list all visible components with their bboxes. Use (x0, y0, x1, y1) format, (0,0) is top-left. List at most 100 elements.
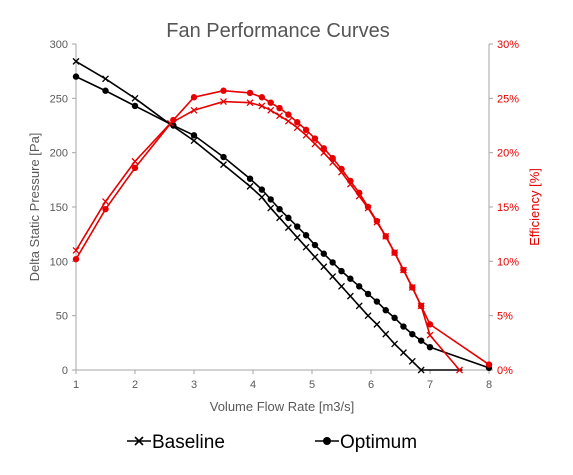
legend: Baseline Optimum (127, 432, 417, 453)
x-tick-label: 4 (250, 379, 256, 391)
series-efficiency-baseline (72, 98, 463, 374)
y2-tick-label: 30% (497, 39, 519, 51)
data-point (399, 349, 407, 357)
x-tick-label: 1 (73, 379, 79, 391)
data-point (170, 116, 177, 124)
data-point (284, 224, 292, 232)
data-point (373, 217, 381, 225)
data-point (131, 157, 139, 165)
data-point (102, 205, 109, 213)
data-point (456, 366, 463, 374)
series-pressure-optimum (72, 73, 493, 372)
data-point (284, 117, 292, 125)
data-point (302, 243, 310, 251)
y-axis-ticks: 0 50 100 150 200 250 300 (50, 39, 76, 377)
data-point (102, 198, 109, 206)
data-point (346, 292, 354, 300)
data-point (246, 175, 254, 182)
chart-title: Fan Performance Curves (166, 20, 389, 42)
y-tick-label: 0 (62, 365, 68, 377)
y-tick-label: 200 (50, 148, 68, 160)
series-pressure-baseline (72, 57, 463, 374)
data-point (391, 340, 399, 348)
data-point (302, 232, 310, 239)
data-point (311, 241, 319, 249)
data-point (131, 94, 139, 102)
y2-axis-ticks: 0% 5% 10% 15% 20% 25% 30% (489, 39, 519, 377)
data-point (258, 94, 266, 101)
legend-item-optimum: Optimum (315, 432, 417, 453)
data-point (294, 119, 301, 126)
series-line (75, 100, 461, 371)
series-line (75, 75, 490, 369)
data-point (102, 87, 109, 94)
data-point (102, 75, 109, 83)
data-point (338, 282, 345, 290)
y2-tick-label: 10% (497, 256, 519, 268)
data-point (246, 89, 254, 97)
plot-area (75, 44, 490, 371)
data-point (356, 283, 363, 290)
series-layer (72, 57, 493, 374)
data-point (382, 330, 390, 338)
data-point (338, 165, 345, 173)
data-point (190, 106, 198, 114)
data-point (417, 302, 425, 310)
x-tick-label: 8 (486, 379, 492, 391)
data-point (190, 132, 198, 139)
x-axis-ticks: 1 2 3 4 5 6 7 8 (73, 370, 492, 391)
data-point (220, 161, 227, 169)
data-point (220, 153, 227, 161)
data-point (302, 126, 310, 134)
data-point (276, 104, 283, 112)
data-point (426, 343, 434, 351)
data-point (320, 263, 328, 271)
data-point (320, 250, 327, 257)
data-point (258, 186, 266, 193)
data-point (364, 203, 372, 211)
y2-tick-label: 5% (497, 311, 513, 323)
data-point (246, 182, 254, 190)
data-point (311, 135, 319, 142)
data-point (364, 290, 372, 298)
data-point (267, 99, 274, 106)
data-point (276, 205, 283, 213)
y2-axis-label: Efficiency [%] (527, 168, 542, 246)
data-point (347, 177, 354, 185)
data-point (72, 57, 80, 65)
data-point (302, 131, 310, 139)
data-point (373, 298, 381, 305)
data-point (373, 320, 381, 328)
data-point (408, 357, 416, 365)
data-point (72, 255, 80, 263)
y-axis-label: Delta Static Pressure [Pa] (27, 133, 42, 282)
series-line (75, 89, 490, 366)
data-point (400, 323, 407, 330)
data-point (246, 99, 254, 107)
series-efficiency-optimum (72, 87, 493, 368)
data-point (131, 102, 139, 110)
data-point (329, 154, 336, 162)
data-point (426, 331, 434, 339)
data-point (356, 189, 363, 197)
x-tick-label: 2 (132, 379, 138, 391)
data-point (72, 247, 80, 254)
data-point (311, 140, 319, 148)
y-tick-label: 150 (50, 202, 68, 214)
data-point (190, 137, 198, 145)
data-point (311, 253, 319, 261)
data-point (417, 337, 425, 344)
data-point (276, 112, 284, 120)
data-point (258, 193, 266, 201)
x-tick-label: 7 (427, 379, 433, 391)
data-point (409, 284, 416, 291)
data-point (382, 233, 389, 240)
data-point (400, 266, 407, 274)
y-tick-label: 100 (50, 256, 68, 268)
data-point (220, 87, 227, 94)
data-point (258, 102, 266, 110)
data-point (329, 273, 337, 281)
data-point (417, 366, 425, 374)
data-point (409, 330, 416, 338)
